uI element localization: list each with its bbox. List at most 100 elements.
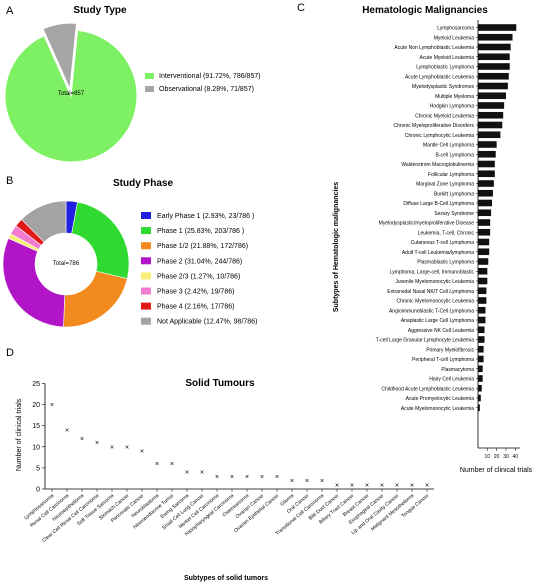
solid-tumours-x-axis-label: Subtypes of solid tumors [184, 575, 268, 582]
donut-slice-2 [63, 270, 128, 328]
hematologic-category-label: Angioimmunoblastic T-Cell Lymphoma [389, 308, 474, 314]
donut-slice-7 [21, 200, 67, 243]
phase-legend-label-2: Phase 1/2 (21.88%, 172/786) [157, 243, 248, 250]
hematologic-bar [478, 141, 497, 148]
hematologic-bar [478, 287, 487, 295]
hematologic-bar [478, 365, 483, 373]
solid-marker: × [290, 478, 294, 485]
solid-marker: × [50, 402, 54, 409]
hematologic-category-label: Extranodal Nasal NK/T Cell Lymphoma [387, 289, 474, 295]
hematologic-category-label: Sezary Syndrome [434, 211, 474, 217]
hematologic-bar [478, 238, 490, 246]
hematologic-bar [478, 345, 484, 353]
hematologic-bar [478, 170, 495, 178]
hematologic-bar [478, 150, 496, 158]
hematologic-bar [478, 258, 489, 265]
hematologic-category-label: Peripheral T-cell Lymphoma [412, 357, 474, 363]
hematologic-category-label: Plasmacytoma [441, 367, 474, 373]
hematologic-bar [478, 306, 486, 314]
hematologic-category-label: Hodgkin Lymphoma [430, 104, 475, 110]
donut-slice-1 [71, 201, 130, 280]
solid-marker: × [125, 444, 129, 451]
solid-marker: × [95, 440, 99, 447]
hematologic-category-label: Anaplastic Large Cell Lymphoma [401, 318, 474, 324]
phase-legend-label-0: Early Phase 1 (2.93%, 23/786 ) [157, 213, 254, 220]
study-phase-total: Total=786 [53, 261, 80, 267]
hematologic-bar [478, 297, 487, 304]
solid-marker: × [200, 470, 204, 477]
donut-slice-3 [2, 237, 66, 328]
hematologic-category-label: Follicular Lymphoma [428, 172, 474, 178]
hematologic-bars: Lymphosarcoma Myeloid Leukemia Acute Non L… [376, 20, 520, 460]
hematologic-bar [478, 336, 485, 343]
hematologic-category-label: Burkitt Lymphoma [434, 191, 474, 197]
hematologic-x-tick-label: 20 [494, 454, 500, 460]
solid-marker: × [80, 436, 84, 443]
hematologic-category-label: Hairy Cell Leukemia [429, 377, 474, 383]
phase-legend-label-4: Phase 2/3 (1.27%, 10/786) [157, 273, 240, 280]
phase-legend-swatch-3 [141, 257, 151, 265]
hematologic-x-tick-label: 10 [485, 454, 491, 460]
hematologic-bar [478, 228, 491, 236]
study-type-total: Total=857 [58, 91, 85, 97]
solid-marker: × [215, 474, 219, 481]
panel-letter-b: B [6, 175, 13, 187]
hematologic-bar [478, 277, 488, 285]
legend-label-interventional: Interventional (91.72%, 786/857) [159, 73, 261, 80]
hematologic-bar [478, 63, 510, 70]
hematologic-bar [478, 219, 491, 226]
solid-y-tick-label: 5 [36, 465, 40, 472]
solid-y-tick-label: 10 [32, 444, 40, 451]
panel-c: C Hematologic Malignancies Subtypes of H… [297, 2, 533, 474]
hematologic-category-label: Lymphoma, Large-cell, Immunoblastic [390, 269, 475, 275]
hematologic-bar [478, 355, 484, 363]
hematologic-category-label: Acute Myeloid Leukemia [420, 55, 475, 61]
hematologic-category-label: Leukemia, T-cell, Chronic [418, 230, 475, 236]
solid-marker: × [110, 444, 114, 451]
hematologic-title: Hematologic Malignancies [362, 5, 488, 16]
legend-swatch-interventional [145, 73, 154, 79]
hematologic-category-label: Aggressive NK Cell Leukemia [408, 328, 474, 334]
hematologic-bar [478, 72, 509, 80]
hematologic-category-label: Chronic Myeloid Leukemia [415, 113, 474, 119]
hematologic-bar [478, 316, 486, 324]
hematologic-bar [478, 111, 504, 119]
solid-marker: × [380, 482, 384, 489]
phase-legend-label-7: Not Applicable (12.47%, 98/786) [157, 319, 257, 326]
hematologic-bar [478, 180, 494, 187]
hematologic-bar [478, 43, 511, 51]
solid-marker: × [65, 427, 69, 434]
hematologic-bar [478, 82, 508, 90]
legend-label-observational: Observational (8.28%, 71/857) [159, 86, 254, 93]
hematologic-category-label: Acute Non Lymphoblastic Leukemia [394, 45, 474, 51]
hematologic-category-label: Chronic Myeloproliferative Disorders [393, 123, 474, 129]
hematologic-category-label: B-cell Lymphoma [436, 152, 475, 158]
solid-marker: × [185, 470, 189, 477]
solid-marker: × [140, 449, 144, 456]
hematologic-bar [478, 33, 513, 41]
solid-marker: × [395, 482, 399, 489]
hematologic-category-label: Acute Myelomonocytic Leukemia [401, 406, 474, 412]
hematologic-category-label: Myelodysplastic Syndromes [412, 84, 474, 90]
solid-marker: × [170, 461, 174, 468]
study-type-title: Study Type [73, 5, 127, 16]
solid-marker: × [275, 474, 279, 481]
study-type-legend: Interventional (91.72%, 786/857) Observat… [145, 73, 261, 93]
hematologic-bar [478, 267, 488, 275]
pie-slice-observational [42, 22, 78, 92]
solid-tumours-y-axis-label: Number of clinical trials [16, 398, 23, 471]
study-phase-title: Study Phase [113, 178, 173, 189]
hematologic-category-label: Chronic Lymphocytic Leukemia [405, 133, 475, 139]
hematologic-bar [478, 102, 505, 109]
solid-tumours-title: Solid Tumours [185, 378, 255, 389]
solid-marker: × [305, 478, 309, 485]
hematologic-x-tick-label: 30 [503, 454, 509, 460]
phase-legend-swatch-4 [141, 272, 151, 280]
hematologic-bar [478, 384, 482, 392]
solid-marker: × [155, 461, 159, 468]
phase-legend-label-3: Phase 2 (31.04%, 244/786) [157, 258, 242, 265]
hematologic-category-label: Waldenstrom Macroglobulinemia [401, 162, 474, 168]
legend-swatch-observational [145, 86, 154, 92]
